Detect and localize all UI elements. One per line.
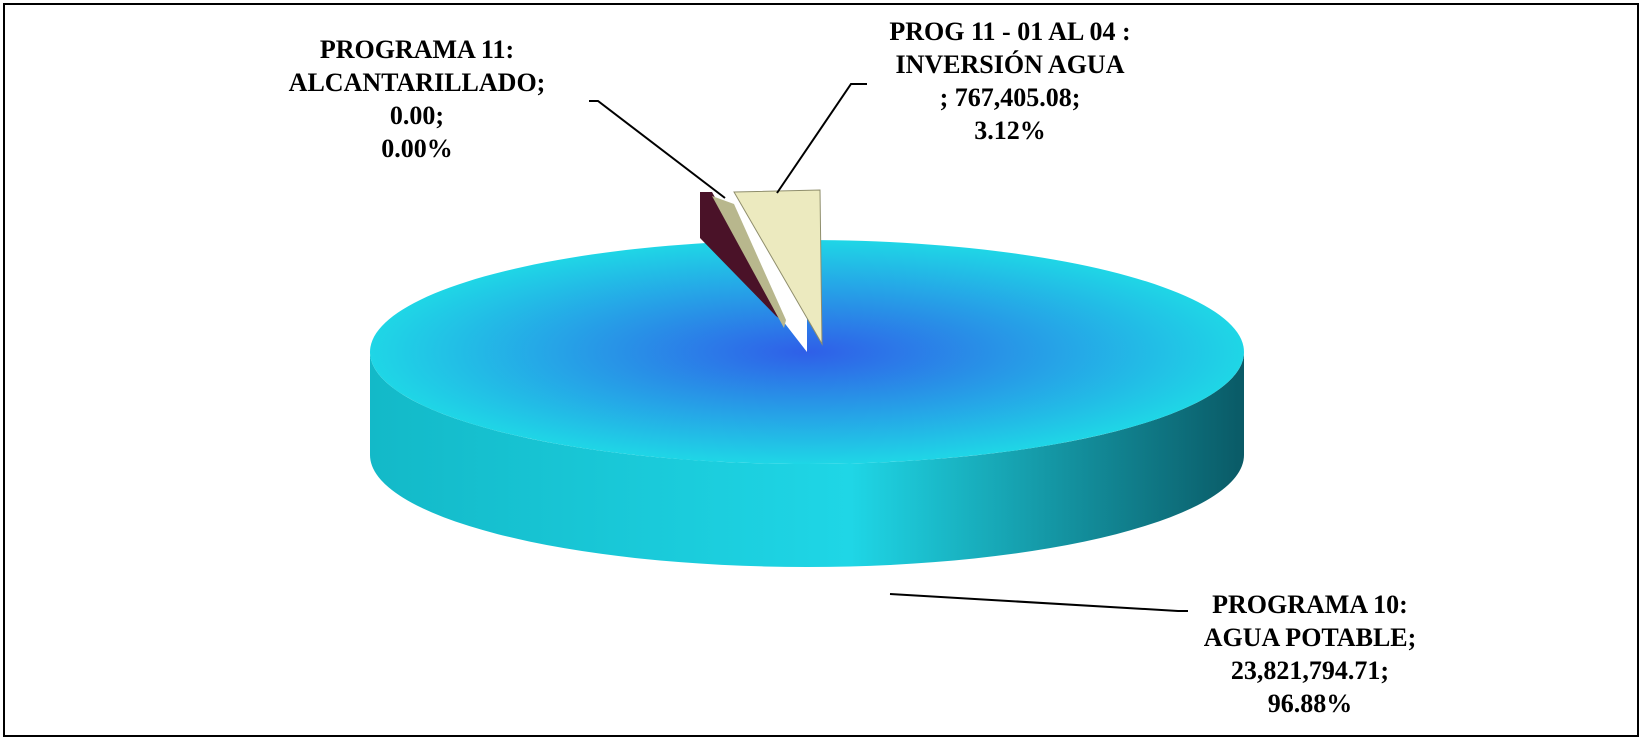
leader-agua-potable [889,593,1188,612]
label-inversion-percent: 3.12% [974,116,1046,145]
label-alcantarillado-name2: ALCANTARILLADO; [288,68,546,97]
label-alcantarillado-name1: PROGRAMA 11: [319,35,515,64]
label-agua-percent: 96.88% [1267,689,1353,718]
slice-inversion-agua-side [712,196,786,328]
label-inversion-name2: INVERSIÓN AGUA [895,50,1125,79]
label-agua-value: 23,821,794.71; [1230,656,1390,685]
label-inversion-value: ; 767,405.08; [939,83,1081,112]
label-inversion-name1: PROG 11 - 01 AL 04 : [889,17,1131,46]
label-agua-potable: PROGRAMA 10: AGUA POTABLE; 23,821,794.71… [1160,588,1460,720]
label-agua-name1: PROGRAMA 10: [1212,590,1408,619]
label-alcantarillado: PROGRAMA 11: ALCANTARILLADO; 0.00; 0.00% [252,33,582,165]
label-alcantarillado-percent: 0.00% [381,134,453,163]
slice-inversion-agua [733,189,823,346]
label-inversion-agua: PROG 11 - 01 AL 04 : INVERSIÓN AGUA ; 76… [840,15,1180,147]
slice-agua-potable-side [370,352,1244,567]
slice-agua-potable [369,240,1244,464]
leader-inversion-agua [776,83,867,194]
leader-alcantarillado [589,100,726,199]
label-agua-name2: AGUA POTABLE; [1203,623,1417,652]
label-alcantarillado-value: 0.00; [389,101,445,130]
